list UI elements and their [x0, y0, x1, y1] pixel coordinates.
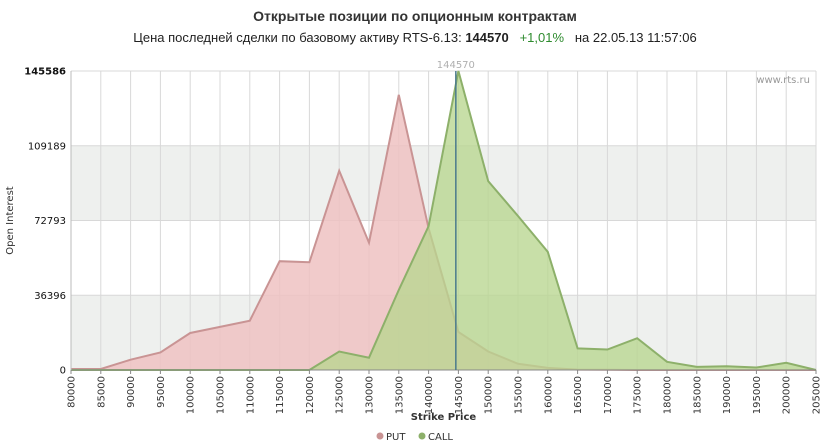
y-tick-label: 145586 [24, 67, 66, 78]
x-tick-label: 100000 [186, 376, 197, 414]
price-marker: 144570 [437, 60, 475, 370]
x-tick-label: 175000 [633, 376, 644, 414]
last-price: 144570 [465, 30, 509, 45]
x-tick-label: 120000 [305, 376, 316, 414]
chart-subtitle: Цена последней сделки по базовому активу… [0, 30, 830, 45]
subtitle-date: на 22.05.13 11:57:06 [574, 30, 697, 45]
x-tick-label: 105000 [216, 376, 227, 414]
x-tick-label: 190000 [722, 376, 733, 414]
y-tick-label: 0 [60, 366, 66, 377]
subtitle-prefix: Цена последней сделки по базовому активу… [133, 30, 462, 45]
y-axis-label: Open Interest [5, 186, 16, 255]
x-tick-label: 110000 [245, 376, 256, 414]
x-tick-label: 160000 [543, 376, 554, 414]
call-area [71, 71, 816, 370]
x-tick-label: 145000 [454, 376, 465, 414]
x-tick-label: 170000 [603, 376, 614, 414]
put-legend-marker [376, 432, 384, 440]
y-axis-ticks: 0 36396 72793 109189 145586 [24, 67, 66, 377]
chart-title: Открытые позиции по опционным контрактам [253, 8, 577, 24]
x-axis-label: Strike Price [411, 412, 477, 423]
x-tick-label: 135000 [394, 376, 405, 414]
call-legend-label: CALL [428, 432, 453, 443]
call-legend-marker [418, 432, 426, 440]
x-tick-label: 95000 [156, 376, 167, 408]
price-change: +1,01% [519, 30, 565, 45]
x-tick-label: 90000 [126, 376, 137, 408]
x-tick-label: 200000 [782, 376, 793, 414]
x-tick-label: 180000 [663, 376, 674, 414]
x-tick-label: 205000 [812, 376, 823, 414]
y-tick-label: 72793 [34, 216, 66, 227]
put-legend-label: PUT [386, 432, 406, 443]
x-tick-label: 185000 [692, 376, 703, 414]
price-marker-label: 144570 [437, 60, 475, 71]
x-axis-ticks: 80000 85000 90000 95000 100000 105000 110000 11… [67, 370, 823, 414]
axes [70, 71, 816, 371]
x-tick-label: 165000 [573, 376, 584, 414]
watermark: www.rts.ru [756, 75, 810, 86]
y-tick-label: 109189 [28, 141, 66, 152]
legend: PUT CALL [376, 432, 453, 443]
x-tick-label: 125000 [335, 376, 346, 414]
y-tick-label: 36396 [34, 291, 66, 302]
x-tick-label: 140000 [424, 376, 435, 414]
x-tick-label: 85000 [96, 376, 107, 408]
x-tick-label: 155000 [514, 376, 525, 414]
x-tick-label: 130000 [365, 376, 376, 414]
x-tick-label: 115000 [275, 376, 286, 414]
x-tick-label: 150000 [484, 376, 495, 414]
x-tick-label: 80000 [67, 376, 78, 408]
x-tick-label: 195000 [752, 376, 763, 414]
